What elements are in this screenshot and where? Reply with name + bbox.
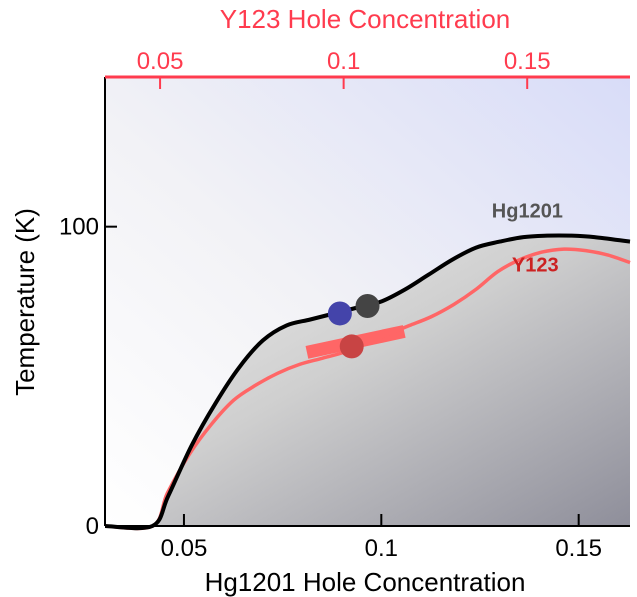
top-tick-label: 0.1 xyxy=(327,48,360,75)
annotation-hg1201: Hg1201 xyxy=(492,201,563,223)
x-tick-label: 0.05 xyxy=(161,535,208,562)
top-tick-label: 0.15 xyxy=(504,48,551,75)
x-tick-label: 0.1 xyxy=(365,535,398,562)
y-tick-label: 0 xyxy=(86,513,99,540)
y-tick-label: 100 xyxy=(59,214,99,241)
data-point-dark xyxy=(355,293,380,318)
annotation-y123: Y123 xyxy=(512,255,559,277)
data-point-blue xyxy=(327,301,352,326)
data-point-red xyxy=(339,334,364,359)
x-tick-label: 0.15 xyxy=(555,535,602,562)
top-axis-label: Y123 Hole Concentration xyxy=(220,4,511,34)
x-axis-label: Hg1201 Hole Concentration xyxy=(205,567,526,597)
top-tick-label: 0.05 xyxy=(137,48,184,75)
y-axis-label: Temperature (K) xyxy=(10,208,40,396)
hg1201-dome-fill xyxy=(105,235,630,529)
y123-series-line xyxy=(104,247,631,531)
